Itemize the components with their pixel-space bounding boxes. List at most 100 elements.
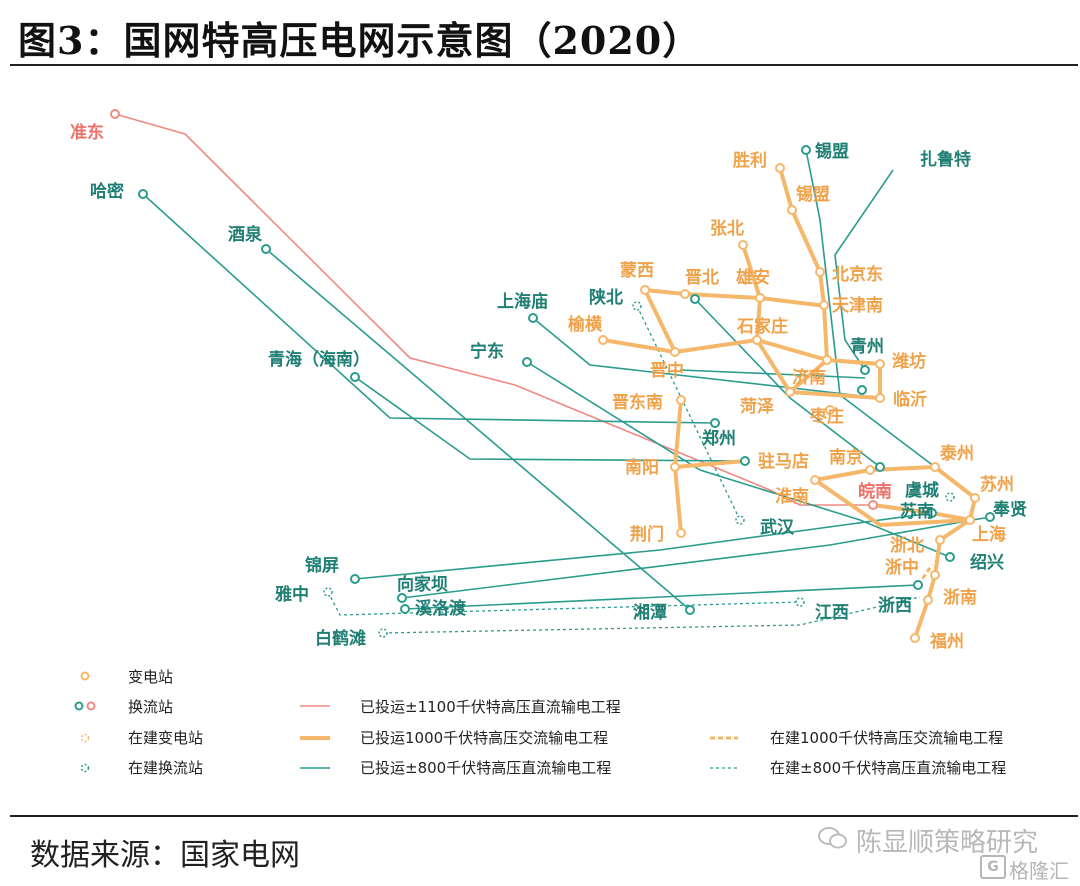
- station-shanghai: [965, 515, 975, 525]
- station-labels: 准东 哈密 酒泉 青海（海南） 上海庙 宁东 陕北 榆横 蒙西 晋北 张北 雄安…: [70, 122, 1027, 652]
- label-shaanbei: 陕北: [589, 287, 623, 308]
- station-jinzhong: [670, 347, 680, 357]
- ac-xiongan-shijiazhuang: [755, 297, 762, 341]
- label-xiangtan: 湘潭: [633, 602, 667, 623]
- label-jiuquan: 酒泉: [228, 224, 263, 245]
- label-nanyang: 南阳: [625, 457, 659, 478]
- dc-converter-markers: [138, 145, 995, 615]
- label-xiluodu: 溪洛渡: [415, 598, 467, 619]
- station-zhenan: [923, 595, 933, 605]
- station-nanyang: [670, 462, 680, 472]
- station-zhumadian: [740, 456, 750, 466]
- ac-substation-markers: [598, 163, 980, 643]
- station-zhundong: [110, 109, 120, 119]
- station-mengxi: [640, 285, 650, 295]
- station-fuzhou: [910, 633, 920, 643]
- station-tianjinnan: [819, 300, 829, 310]
- source-rule: [10, 815, 1078, 817]
- station-zaozhuang: [825, 405, 835, 415]
- station-beijingdong: [815, 267, 825, 277]
- ac-beijing-tianjin-jinan: [818, 271, 829, 361]
- station-shanghaimiao: [528, 313, 538, 323]
- label-yucheng: 虞城: [905, 480, 939, 501]
- legend-line-800-building: 在建±800千伏特高压直流输电工程: [770, 759, 1006, 777]
- station-ximeng-ac: [787, 205, 797, 215]
- legend-line-ac: 已投运1000千伏特高压交流输电工程: [360, 729, 608, 747]
- station-zhebei: [935, 535, 945, 545]
- label-wuhan: 武汉: [760, 517, 795, 538]
- station-jinan: [822, 355, 832, 365]
- label-zhalute: 扎鲁特: [920, 149, 971, 170]
- label-jinbei: 晋北: [685, 268, 719, 288]
- label-huainan: 淮南: [775, 486, 809, 507]
- label-zhexi: 浙西: [878, 595, 912, 616]
- line-zhalute-qingzhou: [834, 169, 894, 371]
- station-wuhan: [735, 515, 745, 525]
- legend-substation-icon: [80, 671, 90, 681]
- label-qinghai: 青海（海南）: [268, 349, 370, 370]
- legend: 变电站 换流站 在建变电站 在建换流站 已投运±1100千伏特高压直流输电工程 …: [74, 668, 1006, 777]
- ac-zhangbei-xiongan: [741, 244, 762, 299]
- label-mengxi: 蒙西: [620, 260, 654, 281]
- line-yazhong-jiangxi: [327, 591, 801, 616]
- dc-building-markers: [323, 301, 955, 638]
- label-jindongnan: 晋东南: [612, 392, 663, 413]
- station-jiuquan: [261, 244, 271, 254]
- station-jinping: [350, 574, 360, 584]
- station-heze: [785, 387, 795, 397]
- station-jindongnan: [676, 395, 686, 405]
- station-xiongan: [755, 293, 765, 303]
- ac-jinan-linyi-loop: [789, 358, 882, 400]
- station-xiangjiaba: [397, 593, 407, 603]
- line-ningdong-shaoxing: [526, 361, 951, 558]
- station-nanjing-ac: [865, 465, 875, 475]
- dc-800-building-lines: [327, 305, 921, 634]
- label-weifang: 潍坊: [892, 351, 926, 372]
- station-zhezhong: [930, 570, 940, 580]
- station-zhexi: [913, 580, 923, 590]
- station-shaanbei: [632, 301, 642, 311]
- label-jinzhong: 晋中: [650, 360, 684, 381]
- label-fengxian: 奉贤: [992, 499, 1027, 520]
- label-shanghai: 上海: [972, 524, 1006, 545]
- label-wannan: 皖南: [858, 481, 892, 502]
- label-tianjinnan: 天津南: [832, 295, 883, 316]
- label-yuheng: 榆横: [568, 314, 602, 335]
- station-xiangtan: [685, 605, 695, 615]
- station-shijiazhuang: [752, 335, 762, 345]
- label-zhebei: 浙北: [890, 535, 924, 556]
- ac-yuheng-jinzhong: [602, 338, 676, 354]
- station-huainan: [810, 475, 820, 485]
- ac-mengxi-jinzhong: [644, 288, 827, 308]
- line-xiluodu-zhexi: [404, 584, 919, 610]
- station-jiangxi: [795, 597, 805, 607]
- label-jiangxi: 江西: [815, 603, 849, 623]
- label-hami: 哈密: [90, 181, 124, 202]
- line-xiangjiaba-fengxian: [401, 516, 991, 599]
- line-jiuquan-xiangtan: [265, 248, 691, 611]
- station-wannan: [868, 500, 878, 510]
- label-linyi: 临沂: [893, 389, 927, 410]
- station-linyi-dc: [857, 385, 867, 395]
- dc-1100-lines: [114, 113, 873, 506]
- station-hami: [138, 189, 148, 199]
- line-zhundong-wannan: [114, 113, 873, 506]
- station-shaoxing: [945, 552, 955, 562]
- ac-ximeng-beijing: [778, 167, 822, 273]
- label-ningdong: 宁东: [470, 341, 504, 362]
- station-jingmen: [676, 528, 686, 538]
- label-beijingdong: 北京东: [832, 264, 883, 285]
- station-yazhong: [323, 587, 333, 597]
- legend-converter-building: 在建换流站: [128, 759, 203, 777]
- station-xiluodu: [400, 604, 410, 614]
- station-sunan: [927, 508, 937, 518]
- line-qinghai-zhumadian: [354, 376, 746, 462]
- title-rule: [10, 64, 1078, 66]
- station-yuheng: [598, 335, 608, 345]
- label-taizhou: 泰州: [940, 443, 974, 464]
- station-qinghai: [350, 372, 360, 382]
- line-shaanbei-wuhan: [636, 305, 741, 521]
- label-jingmen: 荆门: [630, 524, 664, 545]
- station-qingzhou: [860, 365, 870, 375]
- label-shengli: 胜利: [733, 150, 767, 171]
